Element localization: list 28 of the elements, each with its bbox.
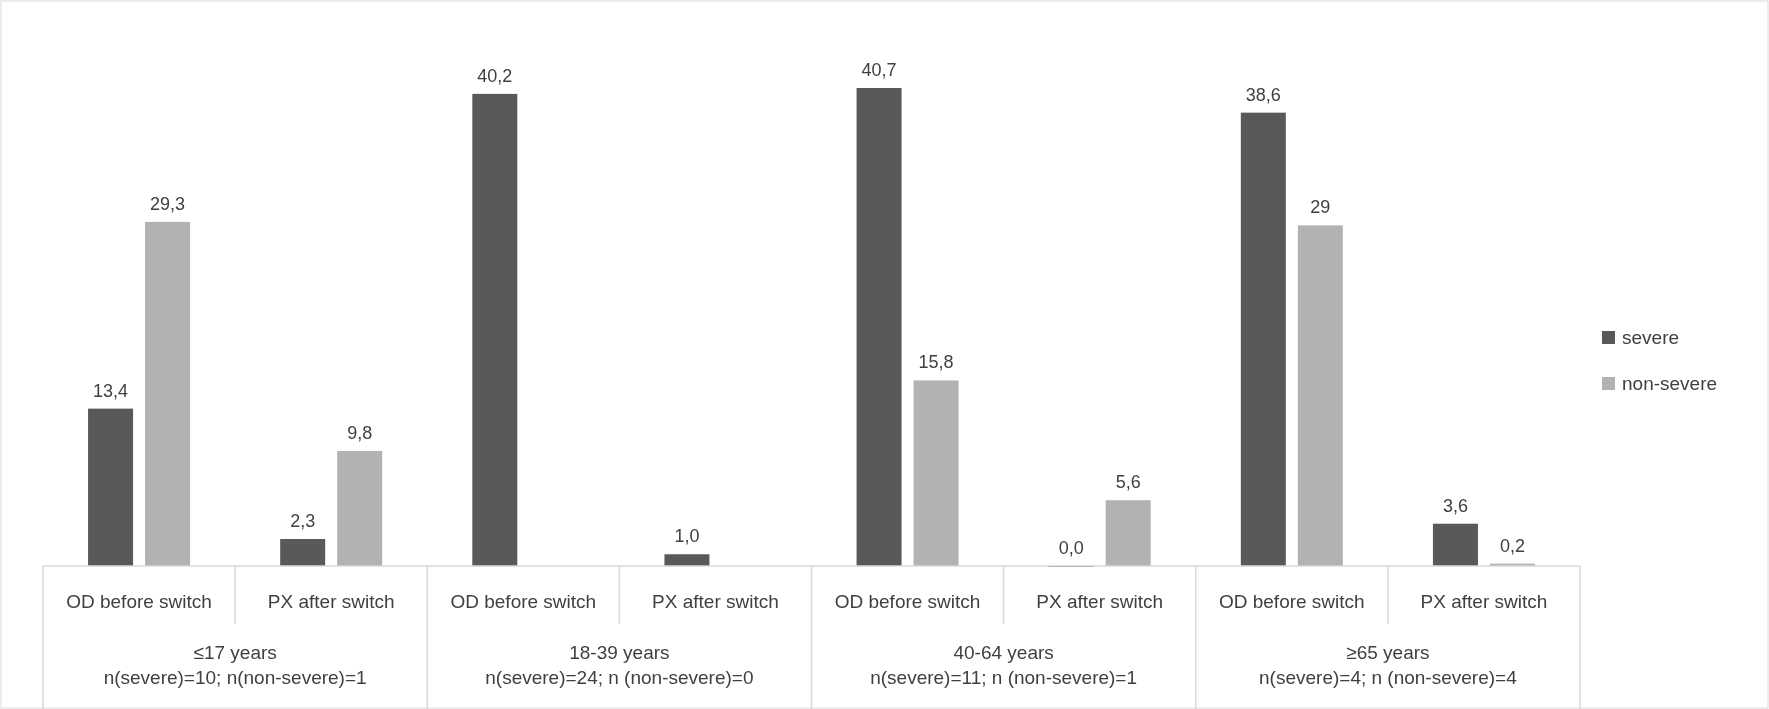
text: ≤17 years n(severe)=10; n(non-severe)=1 (103, 642, 367, 688)
x-tick-label: PX after switch (267, 591, 395, 612)
data-label: 9,8 (347, 422, 373, 443)
data-label: 3,6 (1442, 495, 1468, 516)
data-label: 0,0 (1058, 538, 1084, 558)
x-tick-label: OD before switch (1218, 591, 1365, 612)
x-tick-label: PX after switch (1420, 591, 1548, 612)
x-tick-label: PX after switch (1036, 591, 1164, 612)
text: 18-39 years n(severe)=24; n (non-severe)=0 (485, 642, 754, 688)
x-tick-label: PX after switch (652, 591, 779, 612)
x-tick-label: OD before switch (450, 591, 597, 612)
data-label: 38,6 (1245, 84, 1281, 105)
data-label: 13,4 (93, 380, 129, 401)
data-label: 2,3 (290, 510, 316, 531)
text: ≥65 years n(severe)=4; n (non-severe)=4 (1259, 642, 1518, 688)
data-label: 29,3 (150, 193, 186, 214)
x-tick-label: OD before switch (66, 591, 212, 612)
legend-label: non-severe (1622, 373, 1718, 394)
text: 40-64 years n(severe)=11; n (non-severe)=1 (870, 642, 1138, 688)
data-label: 40,2 (477, 65, 513, 86)
data-label: 40,7 (861, 60, 897, 80)
legend-label: severe (1622, 327, 1680, 348)
data-label: 0,2 (1499, 535, 1525, 556)
data-label: 5,6 (1115, 472, 1141, 493)
data-label: 29 (1310, 197, 1331, 218)
x-tick-label: OD before switch (834, 591, 981, 612)
data-label: 1,0 (674, 526, 700, 547)
data-label: 15,8 (918, 352, 954, 373)
